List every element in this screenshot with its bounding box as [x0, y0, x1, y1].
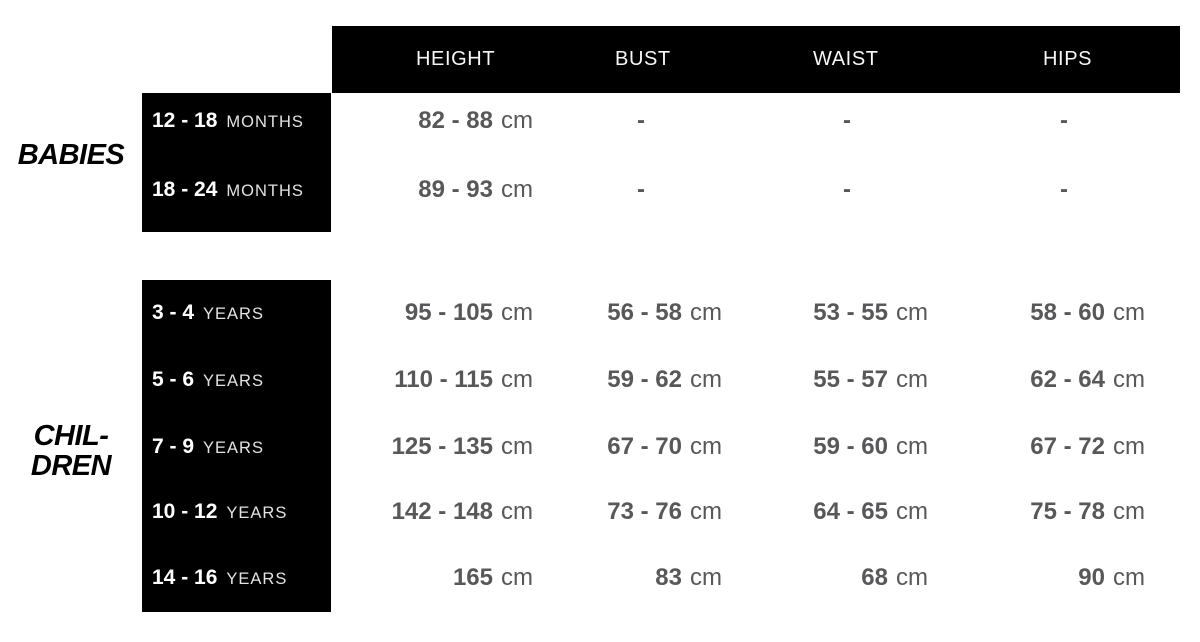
- cell-waist: 64 - 65 cm: [813, 498, 928, 525]
- section-label-line: DREN: [30, 450, 112, 482]
- table-row: 5 - 6 YEARS 110 - 115 cm 59 - 62 cm 55 - 57…: [0, 364, 1200, 396]
- cell-hips: 90 cm: [1078, 564, 1145, 591]
- age-unit: YEARS: [226, 504, 288, 522]
- cell-bust: -: [637, 176, 645, 203]
- cell-waist: -: [843, 176, 851, 203]
- cell-hips: -: [1060, 176, 1068, 203]
- age-unit: MONTHS: [226, 113, 304, 131]
- table-row: 18 - 24 MONTHS 89 - 93 cm - - -: [0, 174, 1200, 206]
- age-unit: YEARS: [203, 305, 264, 323]
- age-label: 10 - 12 YEARS: [152, 496, 287, 528]
- cell-bust: 73 - 76 cm: [607, 498, 722, 525]
- cell-waist: 53 - 55 cm: [813, 299, 928, 326]
- cell-bust: -: [637, 107, 645, 134]
- column-header-hips: HIPS: [1043, 48, 1093, 70]
- cell-bust: 56 - 58 cm: [607, 299, 722, 326]
- cell-height: 142 - 148 cm: [391, 498, 533, 525]
- age-range: 7 - 9: [152, 435, 195, 458]
- cell-waist: 68 cm: [861, 564, 928, 591]
- cell-bust: 59 - 62 cm: [607, 366, 722, 393]
- babies-age-panel: [142, 93, 331, 232]
- cell-height: 82 - 88 cm: [418, 107, 533, 134]
- age-unit: YEARS: [203, 372, 264, 390]
- cell-height: 125 - 135 cm: [391, 433, 533, 460]
- section-label-line: CHIL-: [33, 420, 109, 452]
- age-range: 3 - 4: [152, 301, 195, 324]
- age-unit: MONTHS: [226, 182, 304, 200]
- table-row: 14 - 16 YEARS 165 cm 83 cm 68 cm 90 cm: [0, 562, 1200, 594]
- age-label: 18 - 24 MONTHS: [152, 174, 304, 206]
- children-age-panel: [142, 280, 331, 612]
- cell-waist: -: [843, 107, 851, 134]
- table-row: 7 - 9 YEARS 125 - 135 cm 67 - 70 cm 59 - 60…: [0, 431, 1200, 463]
- table-header-bar: HEIGHT BUST WAIST HIPS: [332, 26, 1180, 93]
- section-label-babies: BABIES: [0, 140, 142, 170]
- cell-height: 110 - 115 cm: [394, 366, 533, 393]
- table-row: 10 - 12 YEARS 142 - 148 cm 73 - 76 cm 64 - …: [0, 496, 1200, 528]
- cell-height: 89 - 93 cm: [418, 176, 533, 203]
- age-label: 5 - 6 YEARS: [152, 364, 264, 396]
- column-header-height: HEIGHT: [416, 48, 496, 70]
- cell-waist: 59 - 60 cm: [813, 433, 928, 460]
- age-label: 14 - 16 YEARS: [152, 562, 287, 594]
- section-label-children: CHIL- DREN: [0, 421, 142, 481]
- cell-hips: 67 - 72 cm: [1030, 433, 1145, 460]
- table-row: 12 - 18 MONTHS 82 - 88 cm - - -: [0, 105, 1200, 137]
- age-unit: YEARS: [203, 439, 264, 457]
- cell-hips: 58 - 60 cm: [1030, 299, 1145, 326]
- age-label: 7 - 9 YEARS: [152, 431, 264, 463]
- cell-height: 95 - 105 cm: [404, 299, 533, 326]
- table-row: 3 - 4 YEARS 95 - 105 cm 56 - 58 cm 53 - 55 c…: [0, 297, 1200, 329]
- cell-height: 165 cm: [452, 564, 533, 591]
- age-range: 18 - 24: [152, 178, 218, 201]
- age-range: 12 - 18: [152, 109, 218, 132]
- cell-hips: -: [1060, 107, 1068, 134]
- cell-bust: 83 cm: [655, 564, 722, 591]
- column-header-bust: BUST: [615, 48, 671, 70]
- age-unit: YEARS: [226, 570, 288, 588]
- age-range: 10 - 12: [152, 500, 218, 523]
- column-header-waist: WAIST: [813, 48, 879, 70]
- cell-bust: 67 - 70 cm: [607, 433, 722, 460]
- age-label: 3 - 4 YEARS: [152, 297, 264, 329]
- age-label: 12 - 18 MONTHS: [152, 105, 304, 137]
- cell-hips: 62 - 64 cm: [1030, 366, 1145, 393]
- age-range: 14 - 16: [152, 566, 218, 589]
- cell-hips: 75 - 78 cm: [1030, 498, 1145, 525]
- cell-waist: 55 - 57 cm: [813, 366, 928, 393]
- section-label-line: BABIES: [17, 139, 125, 171]
- age-range: 5 - 6: [152, 368, 195, 391]
